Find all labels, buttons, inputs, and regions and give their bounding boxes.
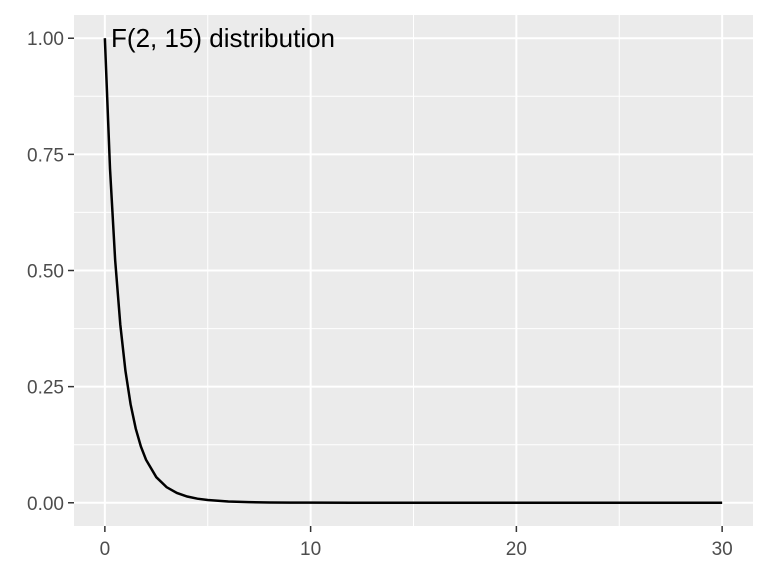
y-axis: 0.00 0.25 0.50 0.75 1.00 [27, 29, 74, 515]
x-tick-label: 10 [300, 539, 321, 560]
x-tick-label: 20 [506, 539, 527, 560]
major-gridlines [74, 15, 753, 526]
y-tick-label: 0.50 [27, 262, 64, 283]
x-axis: 0 10 20 30 [100, 526, 733, 560]
y-tick-label: 0.00 [27, 494, 64, 515]
y-tick-label: 0.25 [27, 378, 64, 399]
y-tick-label: 1.00 [27, 29, 64, 50]
x-tick-label: 30 [712, 539, 733, 560]
density-curve-line [103, 38, 723, 505]
distribution-annotation: F(2, 15) distribution [111, 23, 335, 53]
x-tick-label: 0 [100, 539, 111, 560]
y-tick-label: 0.75 [27, 145, 64, 166]
